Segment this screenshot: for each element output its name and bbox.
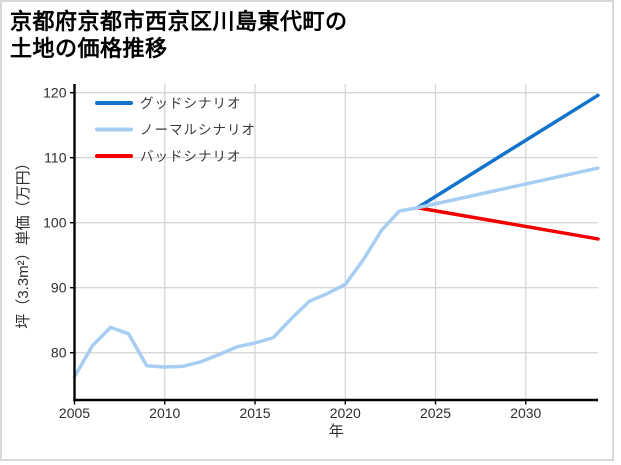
legend-label-good-scenario: グッドシナリオ: [140, 96, 242, 111]
series-line-bad-scenario: [415, 206, 600, 241]
series-line-good-scenario: [415, 93, 600, 210]
series-line-historical: [72, 206, 420, 379]
x-tick-label: 2030: [510, 405, 541, 421]
y-tick-label: 110: [44, 150, 67, 166]
x-tick-label: 2015: [239, 405, 270, 421]
x-axis-title: 年: [329, 423, 344, 440]
page-title: 京都府京都市西京区川島東代町の 土地の価格推移: [10, 8, 348, 62]
x-tick-label: 2010: [149, 405, 180, 421]
legend-label-bad-scenario: バッドシナリオ: [140, 149, 242, 164]
page-title-line1: 京都府京都市西京区川島東代町の: [10, 9, 348, 34]
x-tick-label: 2020: [330, 405, 361, 421]
page-title-line2: 土地の価格推移: [10, 36, 168, 61]
x-tick-label: 2005: [59, 405, 90, 421]
y-tick-label: 120: [43, 85, 67, 101]
series-line-normal-scenario: [415, 166, 600, 210]
y-tick-label: 90: [51, 280, 67, 296]
y-tick-label: 80: [51, 345, 67, 361]
y-tick-label: 100: [43, 215, 67, 231]
x-tick-label: 2025: [420, 405, 451, 421]
y-axis-title: 坪（3.3m²）単価（万円）: [15, 155, 32, 328]
legend-label-normal-scenario: ノーマルシナリオ: [140, 123, 256, 138]
